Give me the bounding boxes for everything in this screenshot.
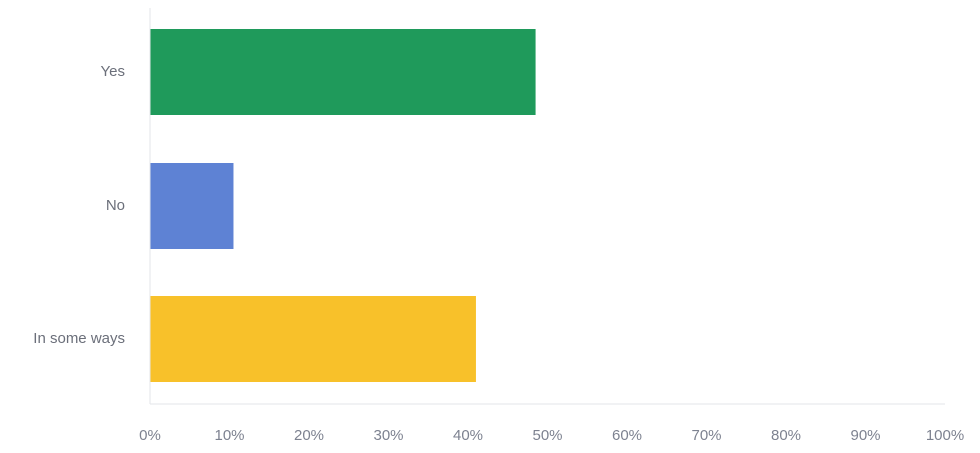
x-tick-label-60: 60%	[612, 427, 642, 444]
bar-no	[150, 163, 234, 249]
category-label-yes: Yes	[101, 63, 125, 80]
x-tick-label-70: 70%	[691, 427, 721, 444]
x-tick-label-50: 50%	[532, 427, 562, 444]
bars-layer	[150, 29, 536, 382]
x-tick-label-20: 20%	[294, 427, 324, 444]
x-axis-ticks: 0% 10% 20% 30% 40% 50% 60% 70% 80% 90% 100%	[139, 427, 964, 444]
axis-layer	[149, 8, 945, 405]
category-labels-layer: Yes No In some ways	[33, 63, 125, 347]
x-tick-label-0: 0%	[139, 427, 161, 444]
x-tick-label-80: 80%	[771, 427, 801, 444]
x-tick-label-30: 30%	[373, 427, 403, 444]
x-tick-label-100: 100%	[926, 427, 964, 444]
x-tick-label-90: 90%	[850, 427, 880, 444]
bar-yes	[150, 29, 536, 115]
bar-in-some-ways	[150, 296, 476, 382]
x-tick-label-40: 40%	[453, 427, 483, 444]
category-label-no: No	[106, 197, 125, 214]
x-tick-label-10: 10%	[214, 427, 244, 444]
category-label-in-some-ways: In some ways	[33, 330, 125, 347]
